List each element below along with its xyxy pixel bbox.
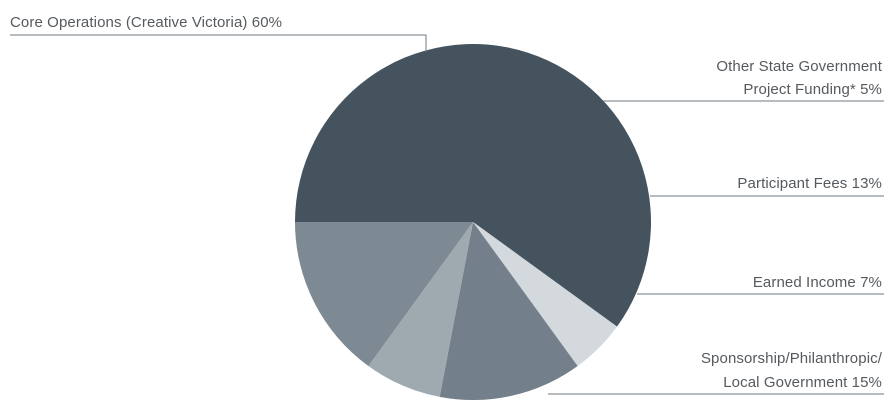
leader-lines	[10, 34, 884, 395]
slice-sponsorship	[294, 222, 473, 367]
label-other-state-line2: Project Funding* 5%	[743, 81, 882, 98]
slice-participant-fees	[439, 222, 578, 401]
label-sponsorship-line2: Local Government 15%	[723, 374, 882, 391]
pie-slices	[294, 44, 652, 401]
leader-core-operations	[10, 34, 427, 52]
label-other-state-line1: Other State Government	[716, 58, 882, 75]
label-earned-income: Earned Income 7%	[753, 274, 882, 291]
slice-earned-income	[368, 222, 473, 397]
label-participant-fees: Participant Fees 13%	[737, 175, 882, 192]
slice-core-operations	[295, 44, 652, 327]
label-sponsorship-line1: Sponsorship/Philanthropic/	[701, 350, 883, 367]
label-core-operations: Core Operations (Creative Victoria) 60%	[10, 14, 282, 31]
slice-other-state-funding	[473, 222, 618, 367]
